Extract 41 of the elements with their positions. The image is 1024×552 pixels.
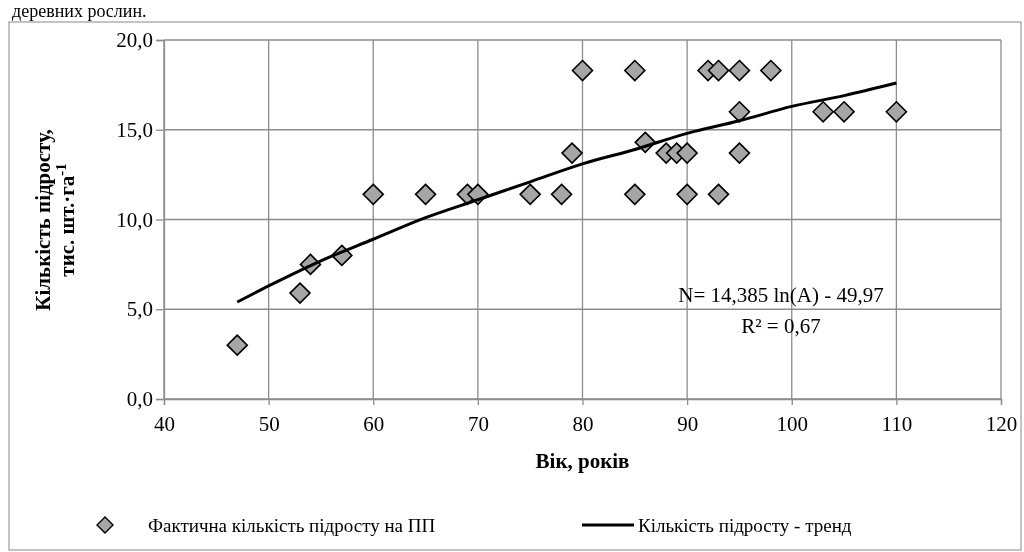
x-axis-title: Вік, років: [535, 449, 630, 473]
annotation: R² = 0,67: [741, 314, 821, 338]
point: [833, 101, 855, 123]
x-tick-label: 100: [776, 412, 808, 437]
point: [728, 142, 751, 164]
point: [728, 59, 751, 82]
point: [676, 183, 698, 206]
point: [571, 59, 594, 82]
x-tick-label: 120: [985, 412, 1018, 437]
y-tick-label: 10,0: [116, 207, 153, 232]
point: [728, 101, 751, 123]
y-tick-label: 20,0: [116, 28, 153, 53]
y-tick-label: 5,0: [126, 297, 153, 322]
annotation: N= 14,385 ln(A) - 49,97: [678, 283, 884, 307]
y-tick-label: 0,0: [126, 387, 153, 412]
point: [624, 59, 646, 82]
legend-label: Кількість підросту - тренд: [638, 515, 852, 536]
point: [289, 282, 311, 304]
point: [519, 183, 541, 206]
point: [226, 334, 249, 356]
x-tick-label: 60: [363, 412, 385, 437]
x-tick-label: 110: [881, 412, 913, 437]
point: [561, 142, 583, 164]
point: [676, 142, 698, 164]
x-tick-label: 50: [258, 412, 280, 437]
legend-label: Фактична кількість підросту на ПП: [148, 515, 436, 536]
point: [414, 183, 437, 206]
x-tick-label: 40: [154, 412, 175, 437]
point: [812, 101, 834, 123]
point: [707, 59, 730, 82]
point: [550, 183, 573, 206]
point: [885, 101, 908, 123]
text: деревних рослин.: [12, 1, 147, 21]
x-tick-label: 90: [677, 412, 699, 437]
y-tick-label: 15,0: [116, 117, 153, 142]
x-tick-label: 70: [467, 412, 489, 437]
point: [707, 183, 730, 206]
point: [760, 59, 782, 82]
x-tick-label: 80: [572, 412, 594, 437]
point: [362, 183, 385, 206]
point: [624, 183, 646, 206]
